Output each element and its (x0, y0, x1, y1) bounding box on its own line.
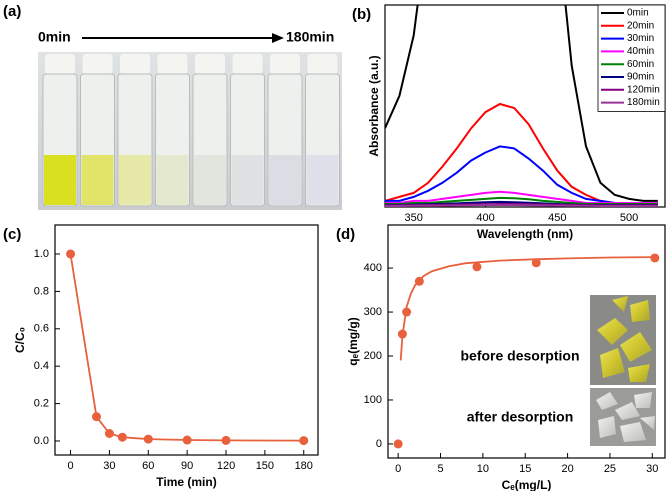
y-tick-label: 1.0 (34, 248, 49, 260)
annotation: before desorption (460, 348, 579, 364)
data-point (104, 428, 114, 438)
data-point (393, 439, 403, 449)
data-point (66, 249, 76, 259)
vial-cap (307, 54, 338, 74)
y-tick-label: 0.0 (34, 435, 49, 447)
data-point (143, 434, 153, 444)
end-label: 180min (286, 29, 334, 45)
legend-label: 0min (627, 8, 649, 19)
y-axis-label: qₑ(mg/g) (346, 317, 360, 366)
x-tick-label: 60 (142, 460, 154, 472)
y-axis-label: Absorbance (a.u.) (367, 55, 381, 156)
x-tick-label: 400 (476, 212, 494, 224)
x-tick-label: 5 (437, 463, 443, 475)
x-tick-label: 180 (295, 460, 313, 472)
x-tick-label: 90 (181, 460, 193, 472)
panel-label: (b) (352, 6, 371, 23)
plot-frame (54, 224, 319, 456)
x-tick-label: 20 (561, 463, 573, 475)
x-axis-label: Cₑ(mg/L) (502, 478, 552, 491)
vial-cap (45, 54, 75, 74)
x-tick-label: 10 (477, 463, 489, 475)
vial-liquid (44, 155, 76, 205)
legend-label: 30min (627, 33, 654, 44)
white-flakes (596, 392, 655, 442)
legend-label: 40min (627, 46, 654, 57)
x-tick-label: 500 (620, 212, 638, 224)
x-tick-label: 30 (646, 463, 658, 475)
series-line (385, 204, 658, 207)
y-axis-label: C/C₀ (13, 327, 27, 353)
y-tick-label: 0 (376, 438, 382, 450)
start-label: 0min (38, 29, 71, 45)
legend-label: 120min (627, 84, 660, 95)
arrow-head (272, 33, 284, 43)
data-point (221, 435, 231, 445)
x-tick-label: 15 (519, 463, 531, 475)
y-tick-label: 0.6 (34, 323, 49, 335)
series-line (69, 253, 304, 442)
legend-label: 20min (627, 20, 654, 31)
x-tick-label: 150 (256, 460, 274, 472)
x-tick-label: 120 (217, 460, 235, 472)
y-tick-label: 0.2 (34, 397, 49, 409)
data-point (472, 262, 482, 272)
x-tick-label: 350 (405, 212, 423, 224)
x-tick-label: 25 (604, 463, 616, 475)
y-tick-label: 100 (364, 394, 382, 406)
x-tick-label: 0 (395, 463, 401, 475)
y-tick-label: 300 (364, 306, 382, 318)
legend-label: 90min (627, 72, 654, 83)
plot-frame (387, 224, 666, 459)
panel-label: (c) (3, 226, 21, 243)
vial-liquid (306, 155, 339, 205)
series-line (385, 5, 658, 202)
data-point (182, 435, 192, 445)
x-tick-label: 0 (67, 460, 73, 472)
vial-cap (120, 54, 150, 74)
vial-liquid (231, 155, 264, 205)
vial-cap (82, 54, 113, 74)
panel-label: (a) (3, 3, 21, 20)
data-point (299, 436, 309, 446)
vial-cap (270, 54, 300, 74)
vial-liquid (269, 155, 301, 205)
x-axis-label: Time (min) (156, 475, 216, 489)
data-point (91, 412, 101, 422)
legend-label: 60min (627, 59, 654, 70)
yellow-flakes (597, 296, 652, 382)
legend-box (597, 4, 666, 112)
data-point (117, 432, 127, 442)
vial-liquid (156, 155, 189, 205)
annotation: after desorption (467, 409, 574, 425)
data-point (531, 258, 541, 268)
vials (42, 54, 340, 207)
series-line (385, 190, 658, 204)
vial-cap (157, 54, 188, 74)
y-tick-label: 400 (364, 262, 382, 274)
vial-liquid (81, 155, 114, 205)
panel-label: (d) (336, 226, 355, 243)
y-tick-label: 200 (364, 350, 382, 362)
x-axis-label: Wavelength (nm) (477, 227, 573, 241)
vial-liquid (119, 155, 151, 205)
series-line (399, 256, 657, 361)
x-tick-label: 450 (548, 212, 566, 224)
y-tick-label: 0.4 (34, 360, 49, 372)
legend-label: 180min (627, 97, 660, 108)
vial-liquid (194, 155, 226, 205)
vial-cap (232, 54, 263, 74)
x-tick-label: 30 (103, 460, 115, 472)
y-tick-label: 0.8 (34, 285, 49, 297)
vial-cap (195, 54, 225, 74)
